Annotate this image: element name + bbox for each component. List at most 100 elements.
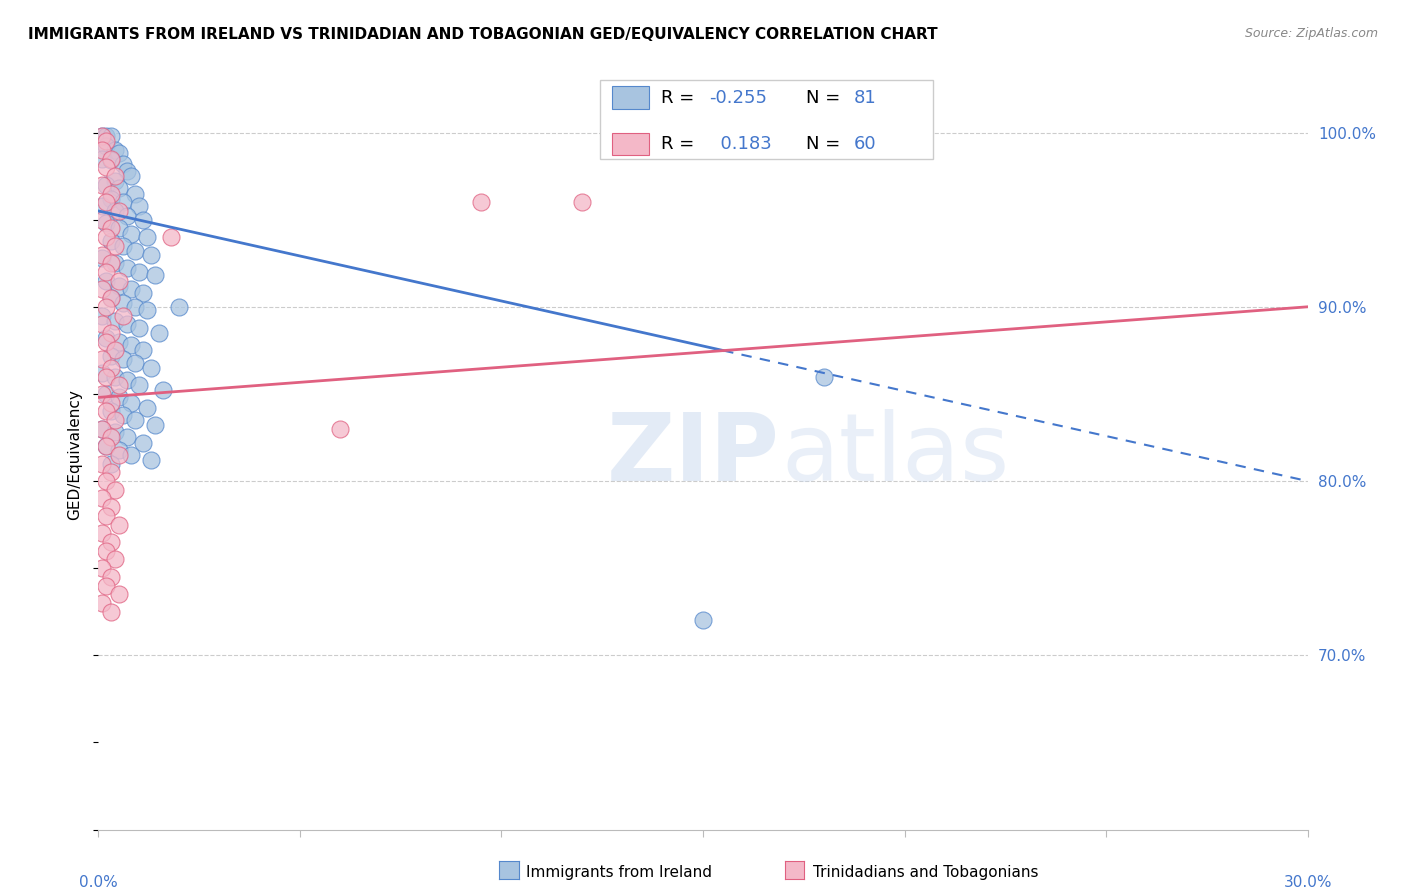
Point xyxy=(91,366,114,380)
Point xyxy=(135,401,157,415)
Point xyxy=(107,442,129,457)
Point xyxy=(91,422,114,436)
Point xyxy=(100,234,122,248)
Point xyxy=(103,314,125,328)
Point xyxy=(124,300,146,314)
Text: 81: 81 xyxy=(855,88,877,106)
Point xyxy=(115,430,138,444)
Point xyxy=(91,491,114,506)
Point xyxy=(103,369,125,384)
Point xyxy=(100,152,122,166)
Point xyxy=(103,239,125,253)
Point xyxy=(107,334,129,349)
Point xyxy=(120,282,142,296)
Point xyxy=(91,212,114,227)
Point xyxy=(107,279,129,293)
Point xyxy=(91,152,114,166)
Text: Source: ZipAtlas.com: Source: ZipAtlas.com xyxy=(1244,27,1378,40)
Point xyxy=(120,448,142,462)
Point xyxy=(103,425,125,440)
Point xyxy=(91,247,114,261)
Point xyxy=(100,466,122,480)
Point xyxy=(132,435,155,450)
Point xyxy=(124,244,146,258)
Point xyxy=(100,349,122,363)
Point xyxy=(91,143,114,157)
Y-axis label: GED/Equivalency: GED/Equivalency xyxy=(67,390,83,520)
Point xyxy=(107,204,129,219)
Point xyxy=(100,430,122,444)
Point xyxy=(139,247,162,261)
Text: N =: N = xyxy=(806,135,846,153)
Text: IMMIGRANTS FROM IRELAND VS TRINIDADIAN AND TOBAGONIAN GED/EQUIVALENCY CORRELATIO: IMMIGRANTS FROM IRELAND VS TRINIDADIAN A… xyxy=(28,27,938,42)
Point xyxy=(100,404,122,418)
Point xyxy=(115,373,138,387)
Point xyxy=(128,199,150,213)
Point xyxy=(128,378,150,392)
Point xyxy=(100,291,122,305)
Point xyxy=(96,404,118,418)
Point xyxy=(107,517,129,532)
Point xyxy=(103,204,125,219)
Point xyxy=(103,169,125,183)
Text: N =: N = xyxy=(806,88,846,106)
Point xyxy=(152,384,174,398)
Text: R =: R = xyxy=(661,135,700,153)
Text: -0.255: -0.255 xyxy=(709,88,768,106)
Text: 0.0%: 0.0% xyxy=(79,874,118,889)
Point xyxy=(120,227,142,241)
Point xyxy=(103,413,125,427)
Point xyxy=(124,413,146,427)
Point xyxy=(91,561,114,575)
Point xyxy=(107,391,129,405)
Point xyxy=(107,274,129,288)
Point xyxy=(91,129,114,144)
Point xyxy=(135,303,157,318)
Point xyxy=(96,439,118,453)
Point xyxy=(100,535,122,549)
Text: Trinidadians and Tobagonians: Trinidadians and Tobagonians xyxy=(813,865,1038,880)
Point xyxy=(103,483,125,497)
Point xyxy=(143,418,166,433)
Point xyxy=(96,474,118,488)
Point xyxy=(96,543,118,558)
Point xyxy=(91,317,114,331)
Point xyxy=(139,453,162,467)
Text: ZIP: ZIP xyxy=(606,409,779,501)
Point xyxy=(111,408,134,422)
Point xyxy=(111,296,134,310)
Point xyxy=(139,360,162,375)
Point xyxy=(100,129,122,144)
Point xyxy=(91,309,114,323)
FancyBboxPatch shape xyxy=(613,87,648,109)
Point xyxy=(96,230,118,244)
Point xyxy=(91,352,114,367)
Point xyxy=(107,587,129,601)
Point xyxy=(571,195,593,210)
Point xyxy=(148,326,170,340)
Point xyxy=(100,221,122,235)
Point xyxy=(107,378,129,392)
Point xyxy=(91,251,114,265)
Point xyxy=(120,338,142,352)
Point xyxy=(100,360,122,375)
Point xyxy=(100,605,122,619)
Point xyxy=(128,265,150,279)
Point xyxy=(103,174,125,188)
Point xyxy=(124,186,146,201)
Point xyxy=(111,157,134,171)
Point xyxy=(143,268,166,283)
Point xyxy=(91,129,114,144)
Point xyxy=(111,309,134,323)
Point xyxy=(100,500,122,515)
Point xyxy=(329,422,352,436)
Point xyxy=(91,596,114,610)
Point xyxy=(100,326,122,340)
Point xyxy=(96,439,118,453)
Point xyxy=(96,178,118,192)
Point xyxy=(103,343,125,358)
FancyBboxPatch shape xyxy=(600,80,932,159)
Point xyxy=(91,199,114,213)
Point xyxy=(96,369,118,384)
Point xyxy=(115,317,138,331)
